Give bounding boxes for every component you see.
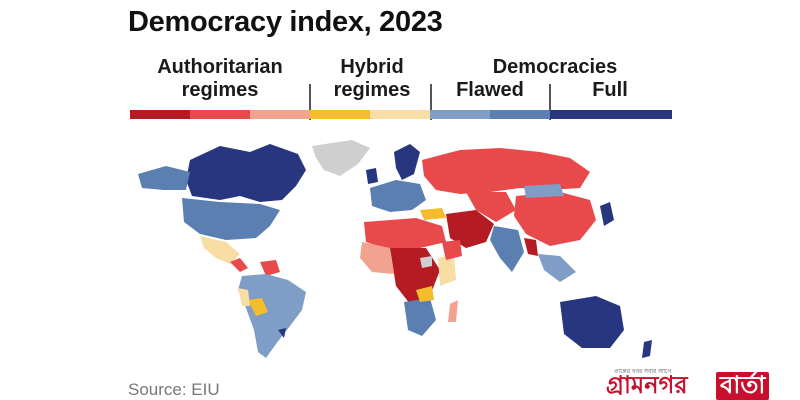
region-madagascar [448, 300, 458, 322]
legend-label-democracies: Democracies [470, 56, 640, 79]
legend-swatch-4 [310, 110, 370, 119]
region-uruguay [278, 328, 286, 338]
legend-hybrid-line2: regimes [333, 79, 411, 101]
region-mexico [200, 236, 240, 264]
logo-tagline: প্রান্তের খবর সবার আগে [614, 369, 672, 375]
legend-divider-3 [549, 84, 551, 120]
region-greenland [312, 140, 370, 176]
legend-swatch-8 [550, 110, 672, 119]
legend-swatch-3 [250, 110, 310, 119]
legend-divider-2 [430, 84, 432, 120]
world-map [138, 140, 652, 358]
legend-democracies-line1: Democracies [492, 56, 618, 78]
legend-swatch-5 [370, 110, 430, 119]
region-japan [600, 202, 614, 226]
legend-authoritarian-line2: regimes [181, 79, 259, 101]
legend-swatch-1 [130, 110, 190, 119]
region-new-zealand [642, 340, 652, 358]
region-alaska [138, 166, 190, 190]
legend-label-authoritarian: Authoritarian regimes [140, 56, 300, 102]
legend-hybrid-line1: Hybrid [340, 56, 404, 78]
region-venezuela [260, 260, 280, 276]
region-china [514, 192, 596, 246]
region-uk [366, 168, 378, 184]
region-se-asia [538, 254, 576, 282]
region-africa-north [364, 218, 446, 250]
region-usa [182, 198, 280, 240]
region-middle-east [446, 210, 494, 248]
region-peru [238, 288, 250, 306]
legend-swatch-7 [490, 110, 550, 119]
chart-title: Democracy index, 2023 [128, 6, 443, 38]
region-ethiopia [442, 240, 462, 260]
region-west-africa [360, 242, 394, 274]
region-myanmar [524, 238, 538, 256]
legend-flawed-text: Flawed [456, 79, 524, 101]
region-scandinavia [394, 144, 420, 180]
region-southern-africa [404, 298, 436, 336]
legend-color-bar [130, 110, 672, 119]
publisher-logo: প্রান্তের খবর সবার আগে গ্রামনগর বার্তা [604, 366, 796, 400]
region-turkey [420, 208, 446, 220]
region-east-africa [438, 254, 456, 286]
legend-authoritarian-line1: Authoritarian [157, 56, 283, 78]
region-zambia [416, 286, 434, 302]
region-europe-west [370, 180, 426, 212]
region-india [490, 226, 524, 272]
region-canada [186, 144, 306, 202]
legend-swatch-2 [190, 110, 250, 119]
region-central-asia [466, 192, 516, 222]
legend-full-text: Full [592, 79, 628, 101]
region-western-sahara [420, 256, 432, 268]
region-south-america [238, 274, 306, 358]
legend-label-flawed: Flawed [440, 79, 540, 102]
legend-label-full: Full [560, 79, 660, 102]
region-central-america [230, 258, 248, 272]
legend-label-hybrid: Hybrid regimes [312, 56, 432, 102]
legend-divider-1 [309, 84, 311, 120]
logo-text-part2: বার্তা [716, 372, 770, 400]
legend-swatch-6 [430, 110, 490, 119]
logo-text-part1: গ্রামনগর [606, 372, 688, 399]
region-mongolia [524, 184, 564, 198]
source-note: Source: EIU [128, 380, 220, 399]
region-russia [422, 148, 590, 194]
region-australia [560, 296, 624, 348]
region-bolivia [248, 298, 268, 316]
